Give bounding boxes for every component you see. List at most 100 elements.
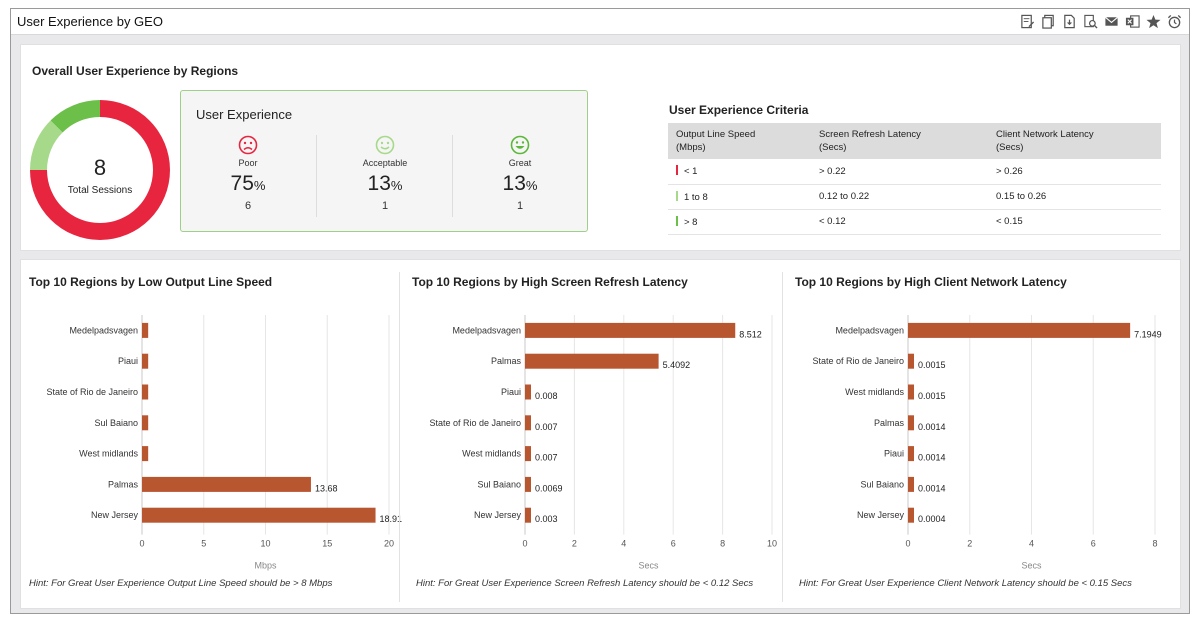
donut-slice-great[interactable] xyxy=(50,100,100,133)
toolbar xyxy=(1019,13,1183,30)
overall-title: Overall User Experience by Regions xyxy=(32,64,239,78)
x-tick-label: 0 xyxy=(905,539,910,549)
bar[interactable] xyxy=(908,415,914,431)
chart-screen-refresh-latency: Top 10 Regions by High Screen Refresh La… xyxy=(404,260,787,610)
chart-client-network-latency: Top 10 Regions by High Client Network La… xyxy=(787,260,1180,610)
title-bar: User Experience by GEO xyxy=(11,9,1189,35)
x-tick-label: 4 xyxy=(621,539,626,549)
y-tick-label: West midlands xyxy=(845,387,904,397)
donut-slice-acceptable[interactable] xyxy=(30,120,63,170)
bar[interactable] xyxy=(908,476,914,492)
poor-marker xyxy=(676,165,678,176)
bar[interactable] xyxy=(908,507,914,523)
x-tick-label: 20 xyxy=(384,539,394,549)
y-tick-label: West midlands xyxy=(79,449,138,459)
y-tick-label: Palmas xyxy=(491,356,522,366)
bar[interactable] xyxy=(525,415,531,431)
grin-face-icon xyxy=(510,135,530,155)
bar[interactable] xyxy=(525,476,531,492)
bar[interactable] xyxy=(142,384,149,400)
y-tick-label: Medelpadsvagen xyxy=(835,325,904,335)
user-experience-title: User Experience xyxy=(196,107,293,122)
bar[interactable] xyxy=(908,446,914,462)
poor-percent: 75% xyxy=(230,172,266,195)
header-output-line-speed: Output Line Speed (Mbps) xyxy=(668,123,811,159)
acceptable-percent: 13% xyxy=(367,172,403,195)
y-tick-label: Sul Baiano xyxy=(477,479,521,489)
bar[interactable] xyxy=(525,384,531,400)
edit-report-icon[interactable] xyxy=(1019,13,1036,30)
data-label: 0.003 xyxy=(535,514,558,524)
divider xyxy=(316,135,317,217)
total-sessions-label: Total Sessions xyxy=(68,185,132,196)
divider xyxy=(399,272,400,602)
data-label: 0.0014 xyxy=(918,483,946,493)
x-tick-label: 8 xyxy=(720,539,725,549)
bar[interactable] xyxy=(908,384,914,400)
y-tick-label: Piaui xyxy=(501,387,521,397)
data-label: 0.0004 xyxy=(918,514,946,524)
data-label: 8.512 xyxy=(739,329,762,339)
bar-chart: 0 2 4 6 8 Secs Medelpadsvagen 7.1949 State of Ri… xyxy=(812,315,1162,571)
x-tick-label: 2 xyxy=(572,539,577,549)
overall-panel: Overall User Experience by Regions 8 Tot… xyxy=(20,44,1181,251)
excel-icon[interactable] xyxy=(1124,13,1141,30)
bar[interactable] xyxy=(525,446,531,462)
great-count[interactable]: 1 xyxy=(516,200,524,212)
y-tick-label: West midlands xyxy=(462,449,521,459)
data-label: 0.007 xyxy=(535,422,558,432)
search-icon[interactable] xyxy=(1082,13,1099,30)
bar[interactable] xyxy=(525,353,659,369)
copy-icon[interactable] xyxy=(1040,13,1057,30)
data-label: 18.91 xyxy=(380,514,403,524)
chart-output-line-speed: Top 10 Regions by Low Output Line Speed … xyxy=(21,260,404,610)
bar[interactable] xyxy=(142,322,149,338)
criteria-header-row: Output Line Speed (Mbps) Screen Refresh L… xyxy=(668,123,1161,159)
acceptable-count[interactable]: 1 xyxy=(381,200,389,212)
bar[interactable] xyxy=(142,415,149,431)
data-label: 0.007 xyxy=(535,453,558,463)
x-tick-label: 6 xyxy=(1091,539,1096,549)
y-tick-label: Medelpadsvagen xyxy=(452,325,521,335)
x-tick-label: 5 xyxy=(201,539,206,549)
bar[interactable] xyxy=(525,507,531,523)
criteria-table: Output Line Speed (Mbps) Screen Refresh L… xyxy=(668,123,1161,235)
divider xyxy=(782,272,783,602)
window-title: User Experience by GEO xyxy=(17,14,163,29)
y-tick-label: Medelpadsvagen xyxy=(69,325,138,335)
header-screen-refresh-latency: Screen Refresh Latency (Secs) xyxy=(811,123,988,159)
x-tick-label: 2 xyxy=(967,539,972,549)
great-marker xyxy=(676,215,678,226)
bar[interactable] xyxy=(908,322,1131,338)
y-tick-label: Palmas xyxy=(108,479,139,489)
x-tick-label: 6 xyxy=(671,539,676,549)
bar[interactable] xyxy=(908,353,914,369)
schedule-icon[interactable] xyxy=(1166,13,1183,30)
y-tick-label: State of Rio de Janeiro xyxy=(812,356,904,366)
ux-great: Great 13% 1 xyxy=(453,135,587,219)
bar[interactable] xyxy=(525,322,736,338)
bar[interactable] xyxy=(142,476,311,492)
data-label: 0.008 xyxy=(535,391,558,401)
divider xyxy=(452,135,453,217)
favorite-icon[interactable] xyxy=(1145,13,1162,30)
export-pdf-icon[interactable] xyxy=(1061,13,1078,30)
y-tick-label: Palmas xyxy=(874,418,905,428)
data-label: 13.68 xyxy=(315,483,338,493)
great-label: Great xyxy=(508,158,532,168)
chart-hint: Hint: For Great User Experience Client N… xyxy=(799,578,1132,589)
data-label: 0.0015 xyxy=(918,391,946,401)
y-tick-label: Sul Baiano xyxy=(860,479,904,489)
email-icon[interactable] xyxy=(1103,13,1120,30)
y-tick-label: New Jersey xyxy=(91,510,139,520)
poor-count[interactable]: 6 xyxy=(244,200,252,212)
bar[interactable] xyxy=(142,353,149,369)
x-tick-label: 10 xyxy=(767,539,777,549)
x-axis-label: Secs xyxy=(1021,561,1042,571)
x-axis-label: Secs xyxy=(638,561,659,571)
x-tick-label: 4 xyxy=(1029,539,1034,549)
x-tick-label: 10 xyxy=(260,539,270,549)
bar[interactable] xyxy=(142,507,376,523)
bar[interactable] xyxy=(142,446,149,462)
ux-poor: Poor 75% 6 xyxy=(181,135,315,219)
